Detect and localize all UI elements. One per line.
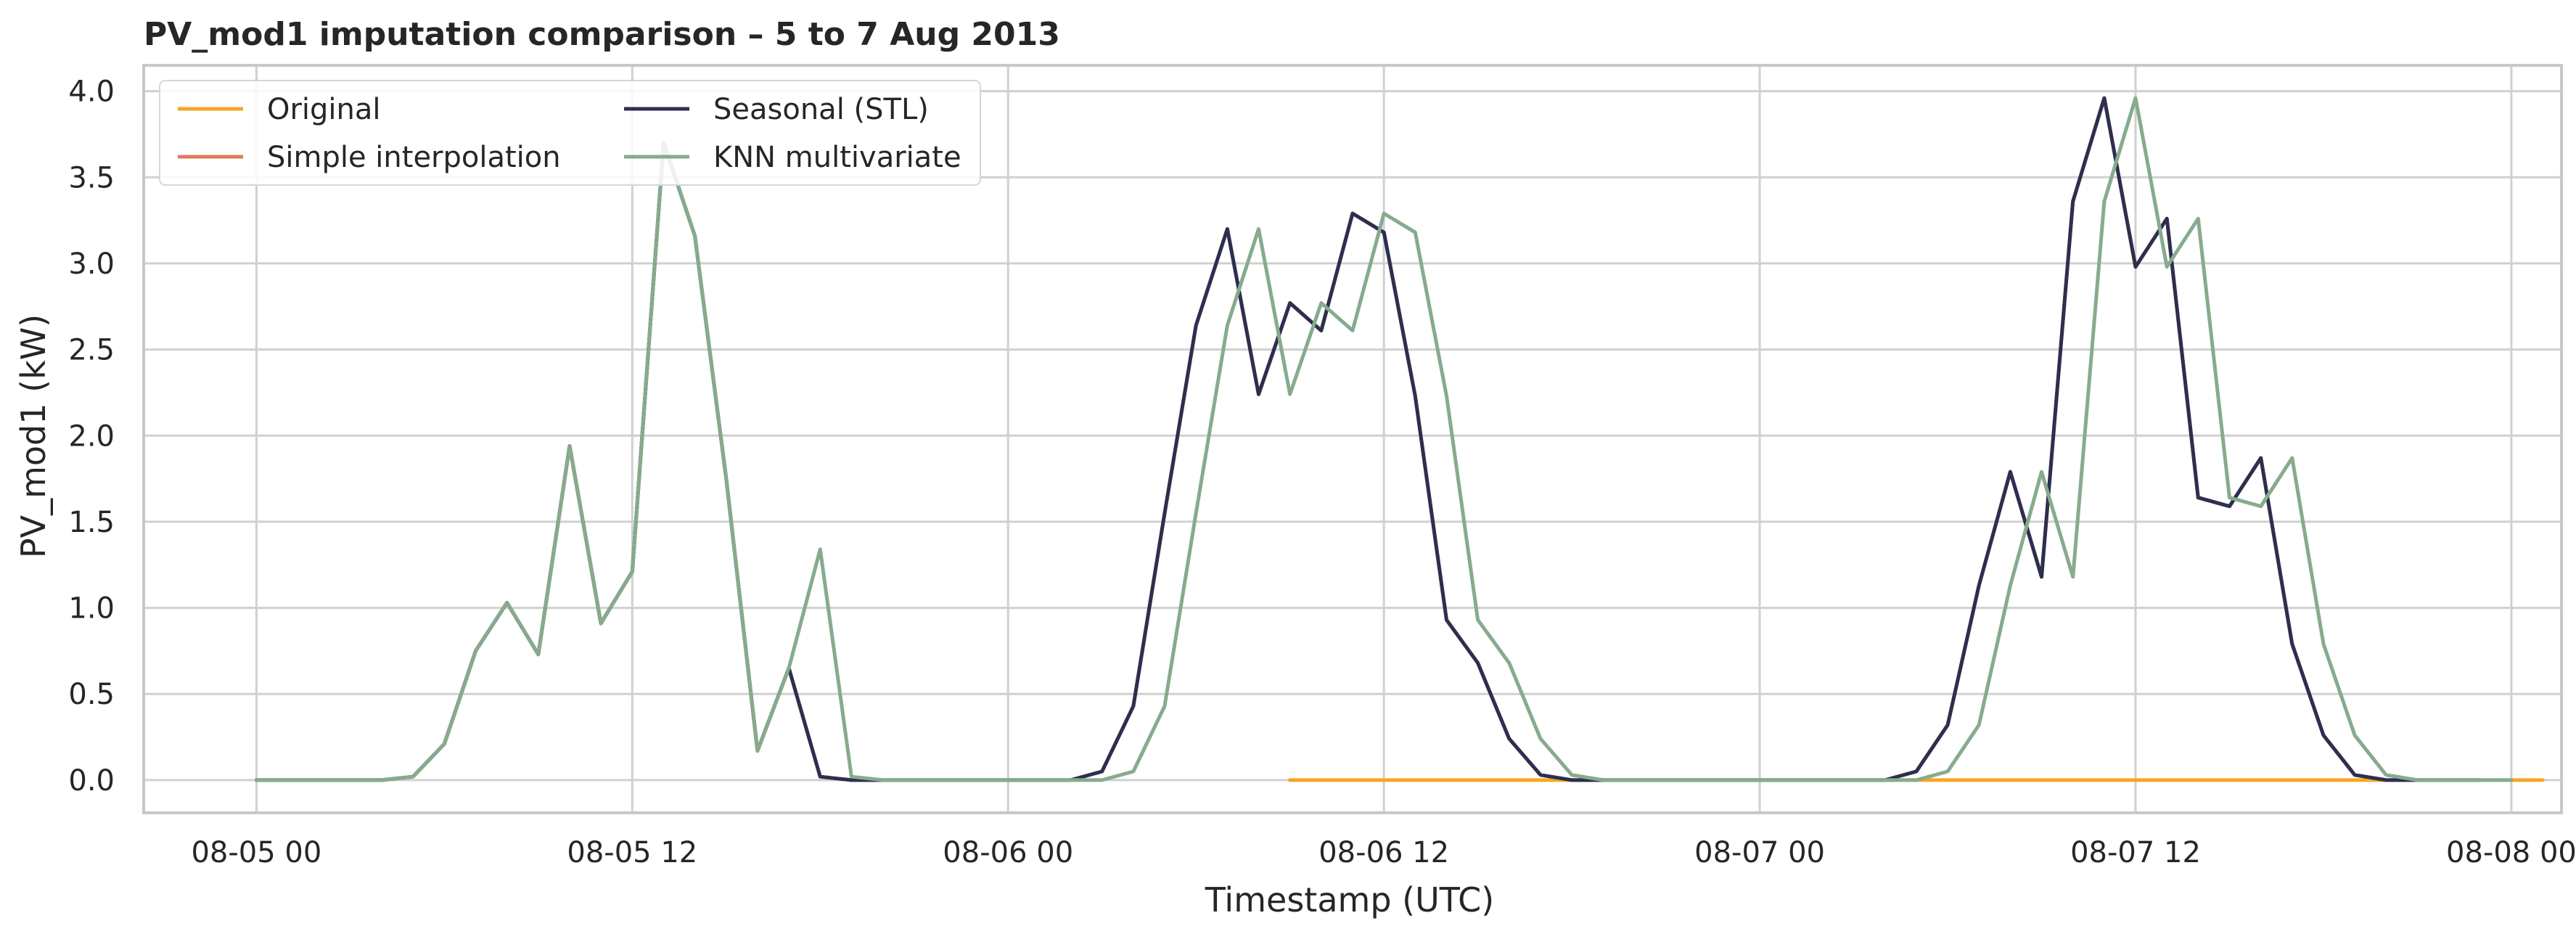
- y-tick-label: 0.0: [68, 764, 115, 798]
- y-tick-label: 3.5: [68, 161, 115, 194]
- y-tick-label: 1.5: [68, 506, 115, 539]
- y-axis-ticks: 0.0 0.5 1.0 1.5 2.0 2.5 3.0 3.5 4.0: [68, 75, 115, 798]
- series-line-knn-multivariate: [254, 96, 2514, 782]
- x-tick-label: 08-07 00: [1694, 836, 1825, 869]
- y-tick-label: 1.0: [68, 592, 115, 626]
- y-tick-label: 3.0: [68, 247, 115, 281]
- legend-label-original: Original: [267, 93, 381, 126]
- legend-label-knn-multivariate: KNN multivariate: [713, 141, 961, 174]
- legend-label-seasonal-stl: Seasonal (STL): [713, 93, 929, 126]
- grid-lines: [144, 65, 2561, 813]
- data-series: [254, 96, 2545, 782]
- x-tick-label: 08-06 00: [943, 836, 1073, 869]
- x-axis-label: Timestamp (UTC): [1205, 880, 1494, 920]
- x-tick-label: 08-05 00: [191, 836, 321, 869]
- plot-area-frame: [142, 64, 2563, 814]
- x-tick-label: 08-06 12: [1318, 836, 1449, 869]
- y-tick-label: 2.5: [68, 334, 115, 367]
- legend-label-simple-interpolation: Simple interpolation: [267, 141, 561, 174]
- x-tick-label: 08-05 12: [567, 836, 697, 869]
- y-tick-label: 4.0: [68, 75, 115, 109]
- x-tick-label: 08-08 00: [2446, 836, 2576, 869]
- x-axis-ticks: 08-05 00 08-05 12 08-06 00 08-06 12 08-07 00…: [191, 836, 2576, 869]
- y-axis-label: PV_mod1 (kW): [14, 314, 53, 558]
- legend: Original Simple interpolation Seasonal (ST…: [159, 80, 981, 186]
- y-tick-label: 2.0: [68, 419, 115, 453]
- legend-box: [159, 80, 981, 186]
- y-tick-label: 0.5: [68, 678, 115, 711]
- x-tick-label: 08-07 12: [2070, 836, 2201, 869]
- chart-title: PV_mod1 imputation comparison – 5 to 7 A…: [144, 16, 1060, 53]
